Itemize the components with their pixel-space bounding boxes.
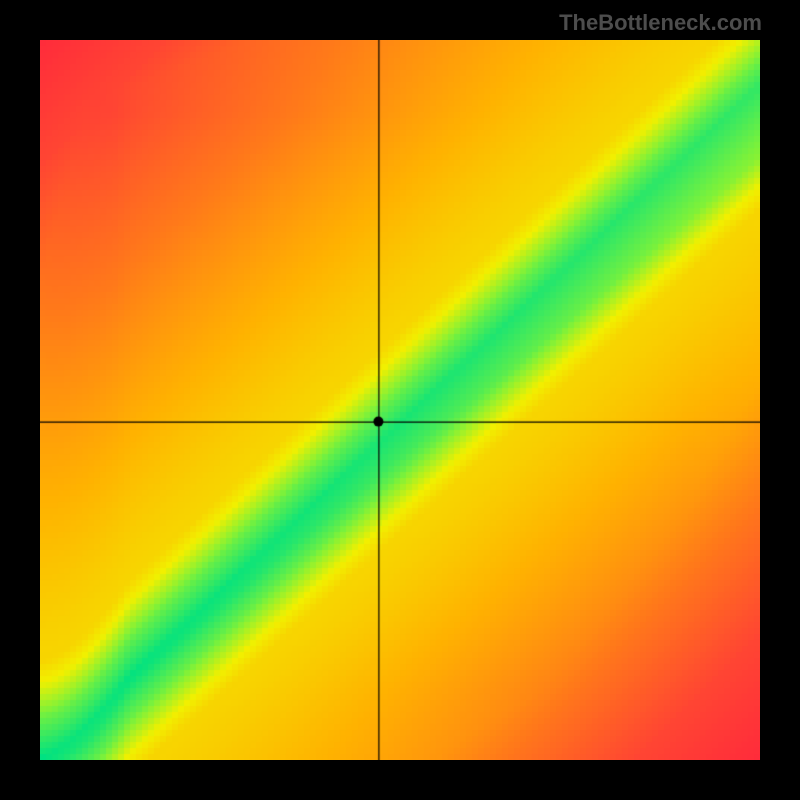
chart-container: TheBottleneck.com [0, 0, 800, 800]
watermark-text: TheBottleneck.com [559, 10, 762, 36]
bottleneck-heatmap [40, 40, 760, 760]
